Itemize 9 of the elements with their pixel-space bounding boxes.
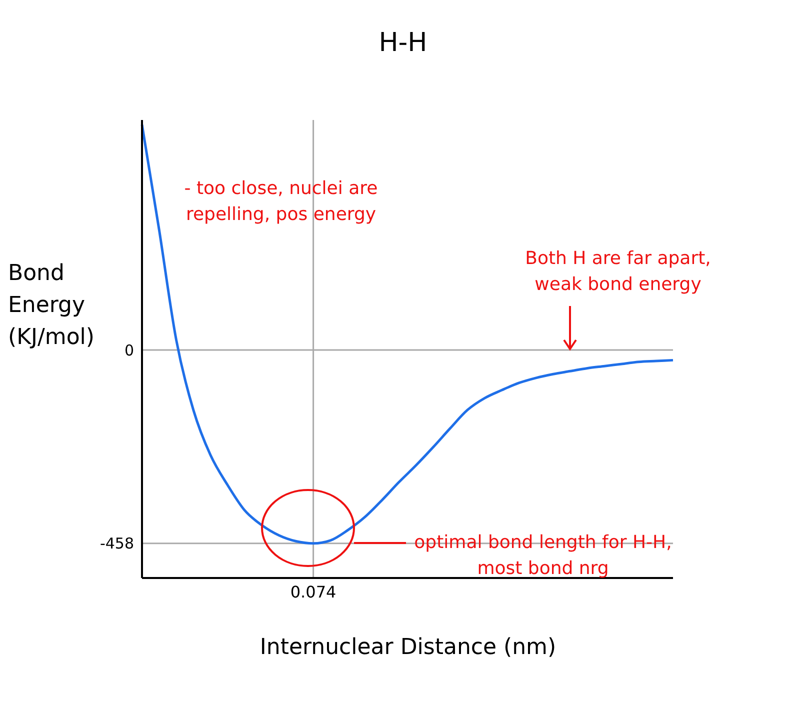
y-tick-label: -458 (100, 534, 134, 553)
y-tick-label: 0 (124, 341, 134, 360)
x-tick-label: 0.074 (290, 582, 336, 602)
x-axis-title: Internuclear Distance (nm) (258, 634, 558, 662)
y-axis-title: Bond Energy (KJ/mol) (8, 260, 96, 352)
annotation: Both H are far apart, weak bond energy (524, 247, 712, 297)
annotation: optimal bond length for H-H, most bond nrg (413, 531, 673, 581)
annotation: - too close, nuclei are repelling, pos energy (183, 177, 379, 227)
chart-title: H-H (378, 28, 428, 58)
